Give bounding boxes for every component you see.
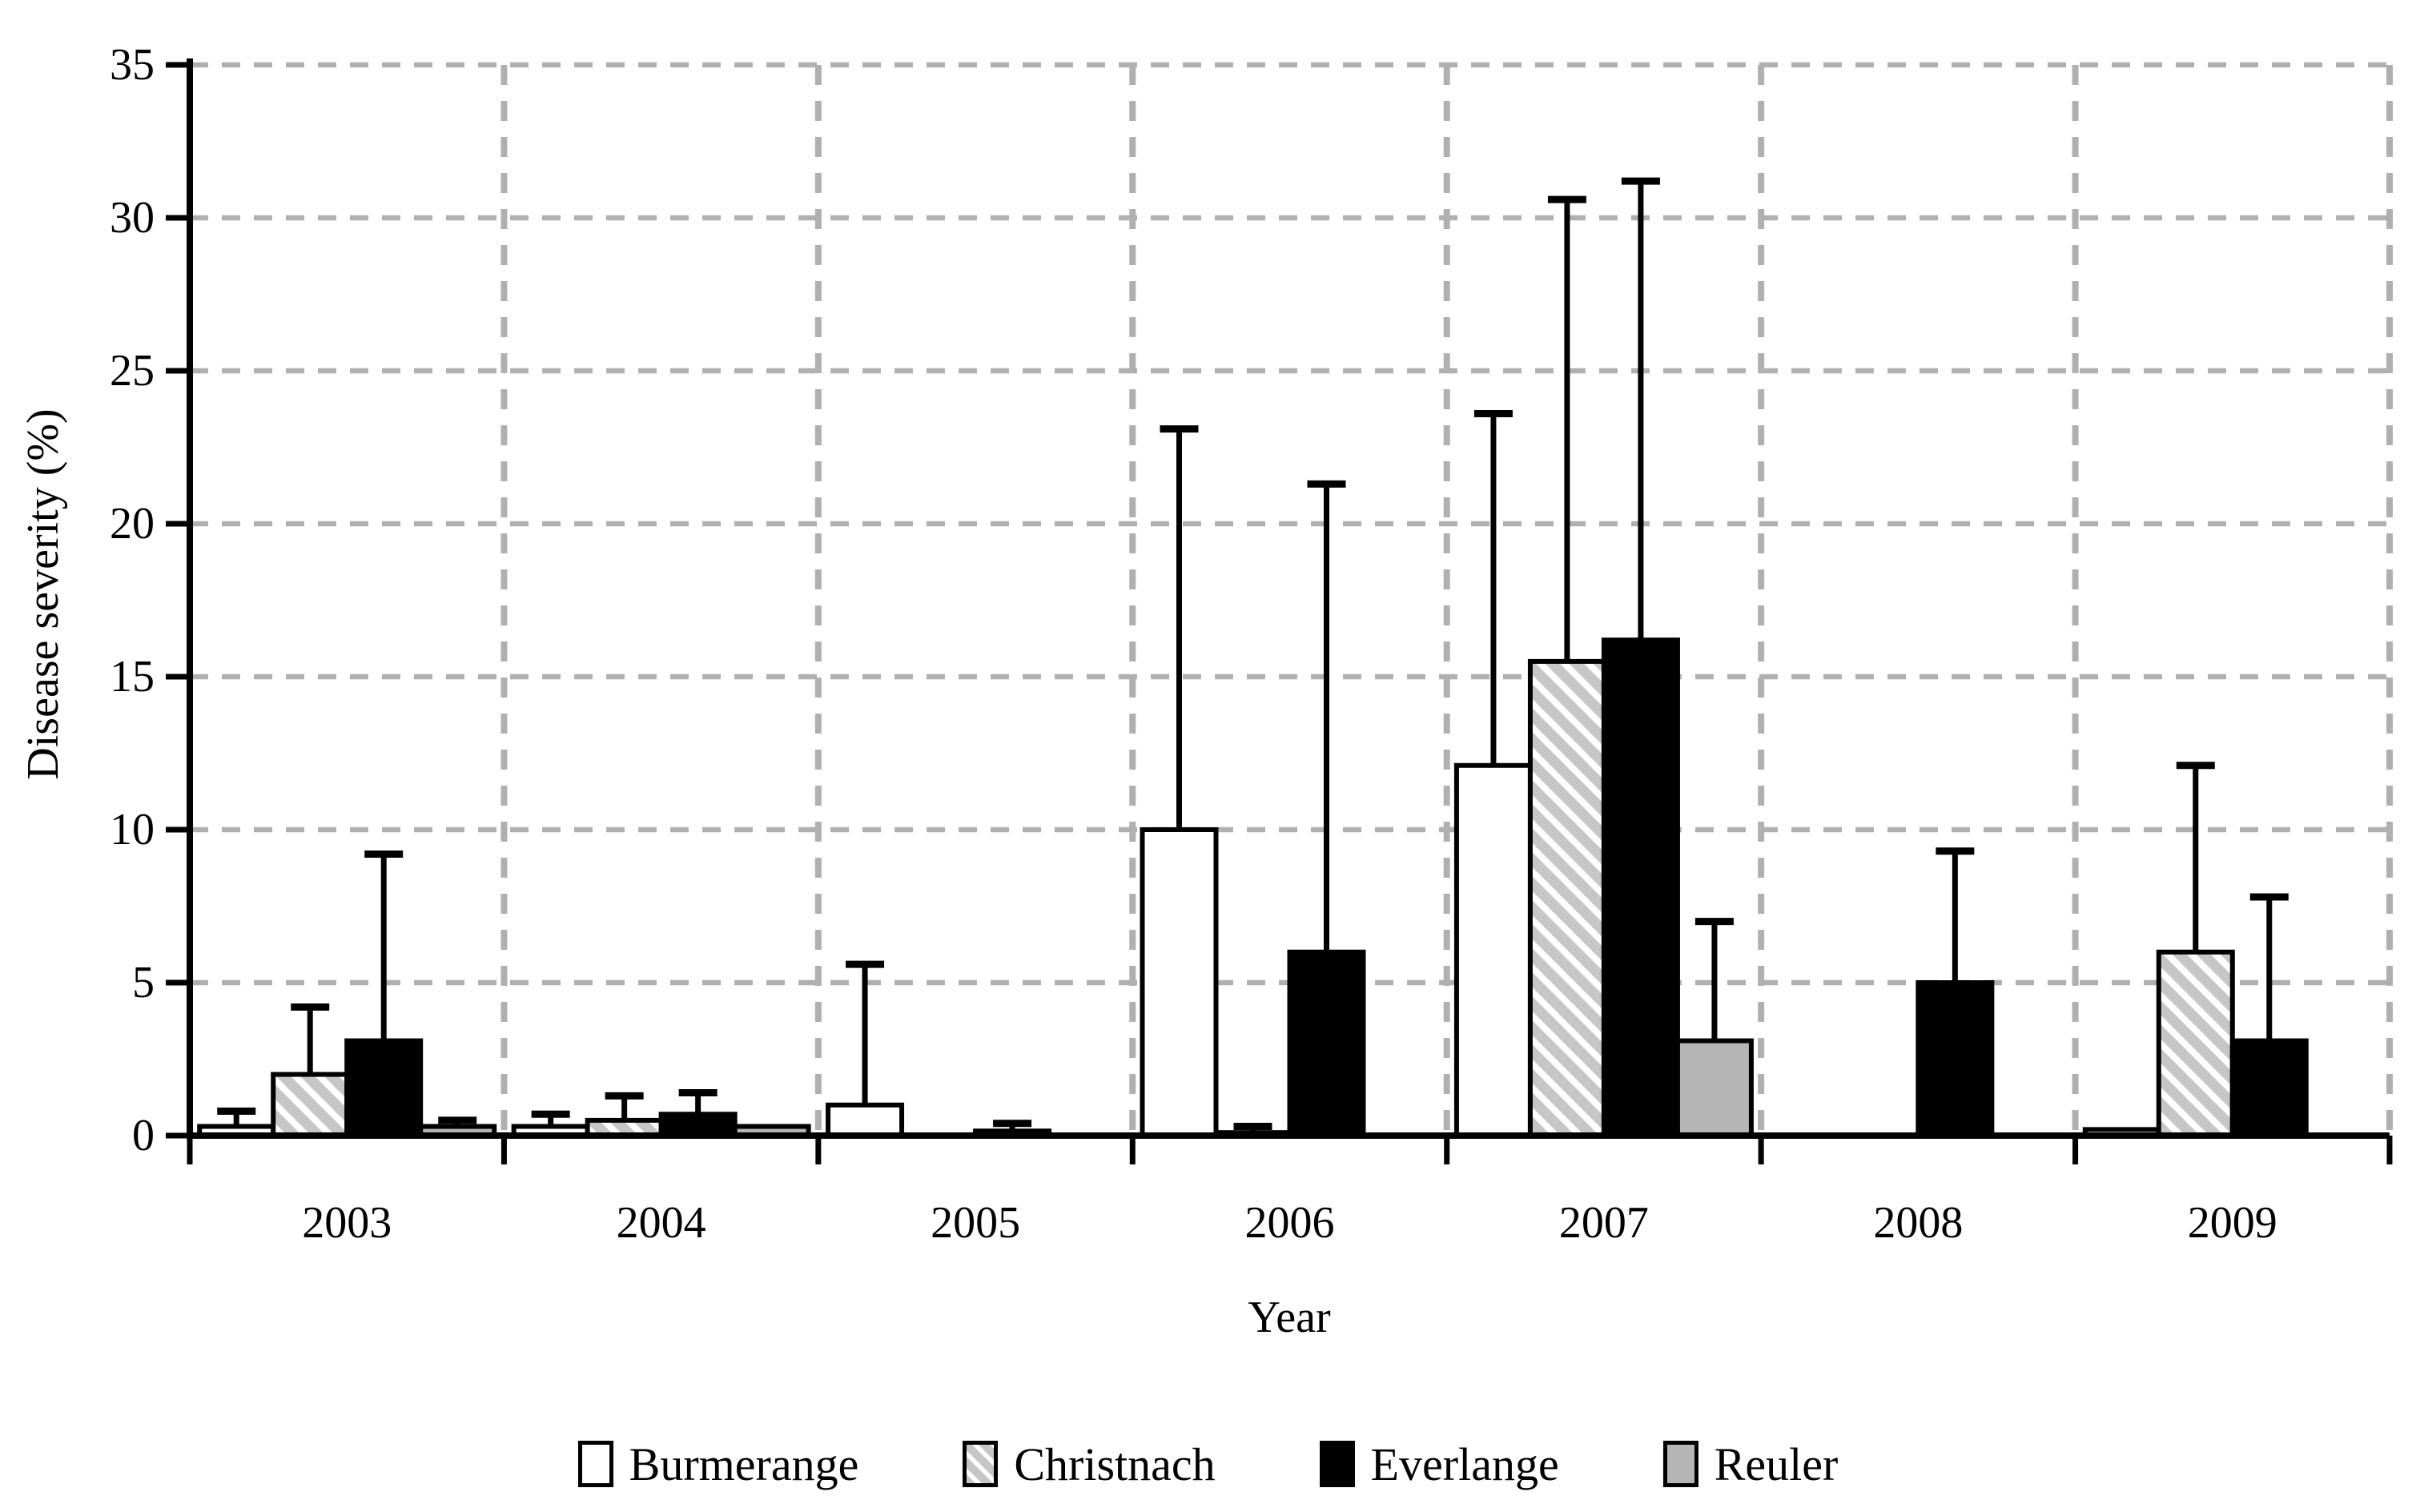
error-bar-burmerange-2004 [531, 1110, 570, 1127]
error-bar-everlange-2006 [1307, 480, 1346, 952]
bar-christnach-2007 [1527, 658, 1606, 1138]
bar-burmerange-2006 [1140, 827, 1219, 1138]
x-tick-label-2005: 2005 [931, 1198, 1020, 1248]
error-bar-reuler-2007 [1694, 918, 1734, 1041]
error-bar-christnach-2007 [1547, 195, 1586, 662]
y-tick-label-25: 25 [110, 346, 155, 396]
y-tick-label-15: 15 [110, 652, 155, 702]
error-bar-everlange-2008 [1936, 847, 1975, 983]
error-bar-everlange-2003 [364, 850, 404, 1041]
bar-everlange-2009 [2229, 1038, 2309, 1138]
x-tick-label-2008: 2008 [1873, 1198, 1963, 1248]
error-bar-burmerange-2003 [217, 1107, 256, 1127]
legend-label: Reuler [1714, 1438, 1839, 1490]
legend-label: Burmerange [629, 1438, 859, 1490]
y-tick-label-20: 20 [110, 499, 155, 549]
bar-christnach-2003 [271, 1072, 350, 1138]
legend: Burmerange Christnach Everlange Reuler [0, 1416, 2416, 1512]
bar-everlange-2007 [1601, 637, 1680, 1138]
x-tick-label-2009: 2009 [2188, 1198, 2277, 1248]
x-tick-label-2007: 2007 [1559, 1198, 1649, 1248]
error-bar-christnach-2004 [605, 1092, 644, 1120]
x-tick-label-2003: 2003 [302, 1198, 392, 1248]
bar-burmerange-2007 [1453, 762, 1533, 1139]
error-bar-reuler-2003 [438, 1116, 477, 1127]
y-tick-label-30: 30 [110, 193, 155, 243]
legend-item-reuler: Reuler [1662, 1438, 1839, 1491]
error-bar-everlange-2009 [2249, 893, 2289, 1041]
y-tick-label-10: 10 [110, 805, 155, 855]
legend-label: Christnach [1014, 1438, 1216, 1490]
bar-burmerange-2005 [826, 1102, 905, 1139]
bar-reuler-2007 [1674, 1038, 1754, 1138]
bar-everlange-2003 [344, 1038, 424, 1138]
legend-item-christnach: Christnach [963, 1438, 1216, 1491]
error-bar-christnach-2006 [1233, 1123, 1272, 1133]
x-tick-label-2006: 2006 [1245, 1198, 1335, 1248]
error-bar-burmerange-2005 [846, 960, 885, 1105]
y-tick-label-35: 35 [110, 40, 155, 90]
y-tick-label-0: 0 [132, 1111, 155, 1160]
bar-everlange-2004 [658, 1112, 738, 1139]
legend-swatch-hatch [963, 1441, 999, 1487]
bar-everlange-2008 [1916, 980, 1995, 1138]
legend-swatch-black [1319, 1441, 1355, 1487]
x-tick-label-2004: 2004 [617, 1198, 706, 1248]
error-bar-burmerange-2007 [1473, 409, 1513, 766]
x-axis-title: Year [1248, 1293, 1331, 1342]
error-bar-christnach-2009 [2176, 762, 2215, 952]
error-bar-christnach-2003 [291, 1003, 330, 1075]
y-tick-label-5: 5 [132, 958, 155, 1007]
legend-swatch-white [577, 1441, 613, 1487]
bar-everlange-2006 [1287, 949, 1366, 1139]
legend-label: Everlange [1370, 1438, 1559, 1490]
legend-item-burmerange: Burmerange [577, 1438, 859, 1491]
bar-christnach-2009 [2156, 949, 2235, 1139]
y-axis-title: Disease severity (%) [18, 408, 68, 780]
legend-swatch-gray [1662, 1441, 1698, 1487]
error-bar-everlange-2005 [993, 1120, 1032, 1132]
legend-item-everlange: Everlange [1319, 1438, 1559, 1491]
error-bar-everlange-2007 [1621, 177, 1660, 641]
error-bar-burmerange-2006 [1160, 425, 1199, 830]
error-bar-everlange-2004 [678, 1089, 718, 1115]
